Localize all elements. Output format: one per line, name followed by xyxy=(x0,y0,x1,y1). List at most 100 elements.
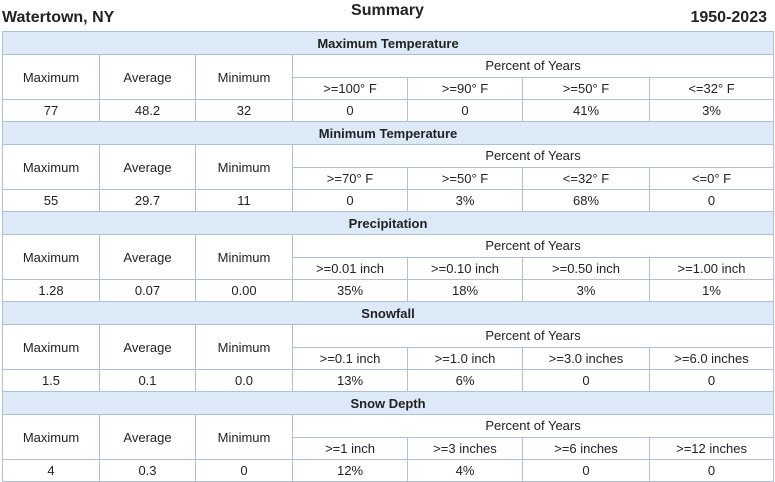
average-header: Average xyxy=(99,324,196,370)
threshold-header: >=50° F xyxy=(522,76,650,100)
maximum-header: Maximum xyxy=(2,324,100,370)
minimum-header: Minimum xyxy=(195,144,293,190)
percent-of-years-header: Percent of Years xyxy=(291,234,775,258)
average-header: Average xyxy=(99,414,196,460)
section-title-row: Snow Depth xyxy=(1,391,775,415)
section-title-maximum-temperature: Maximum Temperature xyxy=(1,31,775,55)
threshold-header: >=1.0 inch xyxy=(407,346,523,370)
average-header: Average xyxy=(99,54,196,100)
threshold-row: >=0.01 inch >=0.10 inch >=0.50 inch >=1.00 … xyxy=(3,256,775,280)
maximum-value: 1.5 xyxy=(2,369,100,392)
percent-value: 0 xyxy=(407,99,523,122)
percent-value: 0 xyxy=(648,459,775,482)
values-row: 1.5 0.1 0.0 13% 6% 0 0 xyxy=(2,369,775,392)
maximum-header: Maximum xyxy=(2,234,100,280)
percent-value: 0 xyxy=(648,189,775,212)
minimum-header: Minimum xyxy=(195,54,293,100)
threshold-header: >=6 inches xyxy=(522,436,650,460)
threshold-header: >=3.0 inches xyxy=(522,346,650,370)
percent-value: 68% xyxy=(522,189,650,212)
section-title-row: Precipitation xyxy=(1,211,775,235)
average-value: 48.2 xyxy=(99,99,196,122)
section-header-row: Maximum Average Minimum Percent of Years xyxy=(2,234,775,280)
percent-value: 1% xyxy=(648,279,775,302)
maximum-value: 55 xyxy=(2,189,100,212)
average-header: Average xyxy=(99,234,196,280)
section-title-row: Snowfall xyxy=(1,301,775,325)
location-label: Watertown, NY xyxy=(2,9,115,26)
minimum-value: 0 xyxy=(195,459,293,482)
percent-of-years-header: Percent of Years xyxy=(291,414,775,438)
percent-value: 3% xyxy=(407,189,523,212)
values-row: 4 0.3 0 12% 4% 0 0 xyxy=(2,459,775,482)
summary-table: Maximum Temperature Maximum Average Minimum… xyxy=(1,31,775,482)
percent-value: 0 xyxy=(292,189,408,212)
maximum-value: 77 xyxy=(2,99,100,122)
percent-value: 35% xyxy=(292,279,408,302)
minimum-header: Minimum xyxy=(195,234,293,280)
threshold-row: >=100° F >=90° F >=50° F <=32° F xyxy=(3,76,775,100)
minimum-value: 0.0 xyxy=(195,369,293,392)
section-header-row: Maximum Average Minimum Percent of Years xyxy=(2,144,775,190)
percent-value: 0 xyxy=(648,369,775,392)
threshold-header: >=50° F xyxy=(407,166,523,190)
average-value: 0.1 xyxy=(99,369,196,392)
values-row: 77 48.2 32 0 0 41% 3% xyxy=(2,99,775,122)
minimum-header: Minimum xyxy=(195,324,293,370)
percent-value: 0 xyxy=(522,369,650,392)
threshold-header: >=0.50 inch xyxy=(522,256,650,280)
maximum-value: 1.28 xyxy=(2,279,100,302)
threshold-header: >=0.1 inch xyxy=(292,346,408,370)
minimum-header: Minimum xyxy=(195,414,293,460)
percent-value: 12% xyxy=(292,459,408,482)
section-title-row: Minimum Temperature xyxy=(1,121,775,145)
section-title-snowfall: Snowfall xyxy=(1,301,775,325)
percent-value: 41% xyxy=(522,99,650,122)
threshold-header: >=1 inch xyxy=(292,436,408,460)
threshold-header: >=70° F xyxy=(292,166,408,190)
percent-value: 6% xyxy=(407,369,523,392)
page-title: Summary xyxy=(351,2,424,19)
threshold-header: >=0.10 inch xyxy=(407,256,523,280)
section-title-minimum-temperature: Minimum Temperature xyxy=(1,121,775,145)
values-row: 1.28 0.07 0.00 35% 18% 3% 1% xyxy=(2,279,775,302)
threshold-header: >=90° F xyxy=(407,76,523,100)
threshold-header: <=32° F xyxy=(648,76,775,100)
threshold-row: >=70° F >=50° F <=32° F <=0° F xyxy=(3,166,775,190)
minimum-value: 0.00 xyxy=(195,279,293,302)
section-header-row: Maximum Average Minimum Percent of Years xyxy=(2,54,775,100)
percent-value: 13% xyxy=(292,369,408,392)
average-value: 0.3 xyxy=(99,459,196,482)
percent-value: 0 xyxy=(292,99,408,122)
page-header: Watertown, NY Summary 1950-2023 xyxy=(0,0,775,30)
threshold-header: <=0° F xyxy=(648,166,775,190)
threshold-header: >=12 inches xyxy=(648,436,775,460)
section-header-row: Maximum Average Minimum Percent of Years xyxy=(2,324,775,370)
average-header: Average xyxy=(99,144,196,190)
section-title-precipitation: Precipitation xyxy=(1,211,775,235)
threshold-header: >=6.0 inches xyxy=(648,346,775,370)
average-value: 0.07 xyxy=(99,279,196,302)
percent-value: 4% xyxy=(407,459,523,482)
average-value: 29.7 xyxy=(99,189,196,212)
threshold-header: >=100° F xyxy=(292,76,408,100)
section-header-row: Maximum Average Minimum Percent of Years xyxy=(2,414,775,460)
percent-value: 18% xyxy=(407,279,523,302)
percent-of-years-header: Percent of Years xyxy=(291,324,775,348)
percent-value: 3% xyxy=(648,99,775,122)
section-title-row: Maximum Temperature xyxy=(1,31,775,55)
threshold-header: >=0.01 inch xyxy=(292,256,408,280)
values-row: 55 29.7 11 0 3% 68% 0 xyxy=(2,189,775,212)
minimum-value: 32 xyxy=(195,99,293,122)
threshold-row: >=1 inch >=3 inches >=6 inches >=12 inches xyxy=(3,436,775,460)
threshold-header: <=32° F xyxy=(522,166,650,190)
maximum-header: Maximum xyxy=(2,144,100,190)
percent-value: 0 xyxy=(522,459,650,482)
threshold-header: >=1.00 inch xyxy=(648,256,775,280)
percent-of-years-header: Percent of Years xyxy=(291,54,775,78)
maximum-header: Maximum xyxy=(2,54,100,100)
maximum-header: Maximum xyxy=(2,414,100,460)
year-range-label: 1950-2023 xyxy=(690,9,767,26)
maximum-value: 4 xyxy=(2,459,100,482)
